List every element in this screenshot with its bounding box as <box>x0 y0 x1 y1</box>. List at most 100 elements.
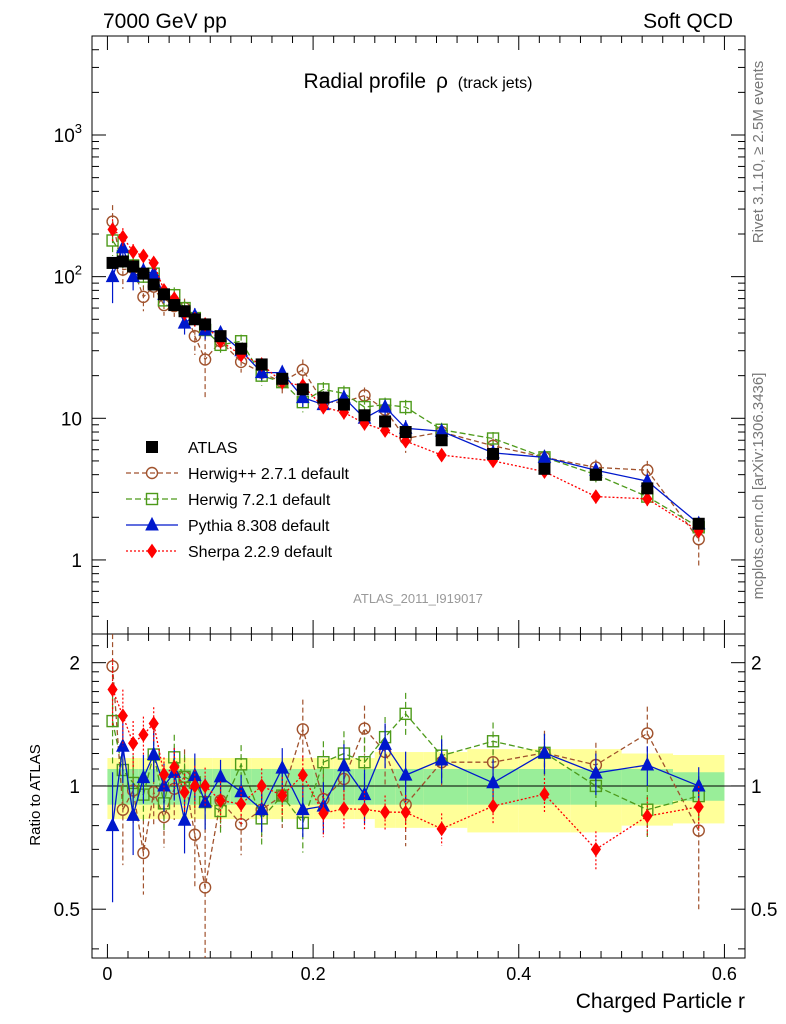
legend-entry: Pythia 8.308 default <box>126 516 330 535</box>
ratio-point <box>107 682 118 697</box>
y-tick-label: 103 <box>54 121 82 147</box>
ratio-point <box>642 808 653 824</box>
data-point <box>296 363 310 376</box>
reference-point <box>379 415 392 428</box>
ratio-point <box>189 778 200 794</box>
header-category-label: Soft QCD <box>643 10 733 33</box>
ratio-point <box>215 793 226 808</box>
reference-point <box>435 434 448 447</box>
reference-point <box>157 288 170 301</box>
ratio-point <box>296 801 310 816</box>
ratio-point <box>256 778 267 794</box>
series-ratio-line <box>111 712 699 825</box>
x-axis-label: Charged Particle r <box>576 990 745 1013</box>
reference-point <box>137 267 150 280</box>
ratio-point <box>148 716 159 731</box>
ratio-point <box>179 784 190 800</box>
ratio-point <box>436 821 447 837</box>
ratio-point <box>236 796 247 812</box>
series-2 <box>105 237 706 903</box>
ratio-point <box>318 805 329 821</box>
series-ratio-line <box>111 666 700 888</box>
ratio-point <box>589 764 603 779</box>
ratio-point <box>126 807 140 821</box>
data-point <box>590 489 601 504</box>
ratio-point <box>399 707 412 721</box>
header-energy-label: 7000 GeV pp <box>103 10 227 33</box>
reference-point <box>399 426 412 439</box>
reference-point <box>106 256 119 269</box>
data-point <box>126 268 140 283</box>
legend-label: Herwig 7.2.1 default <box>188 492 331 509</box>
y-tick-label: 1 <box>71 551 82 572</box>
data-point <box>107 222 118 237</box>
ratio-point <box>146 746 161 761</box>
ratio-point <box>358 722 371 735</box>
data-point <box>105 268 120 283</box>
ratio-point <box>105 817 120 832</box>
mcplots-label: mcplots.cern.ch [arXiv:1306.3436] <box>750 373 767 600</box>
legend-label: Sherpa 2.2.9 default <box>188 544 333 561</box>
x-tick-label: 0.4 <box>506 964 531 984</box>
ratio-point <box>487 798 499 814</box>
ratio-point <box>486 735 500 748</box>
ratio-point <box>641 727 654 740</box>
data-point <box>436 447 447 463</box>
legend-marker <box>146 543 158 559</box>
axes: 0 0.2 0.4 0.6 1 10 102 103 0.5 0.5 1 1 2 2 <box>54 35 777 984</box>
ratio-point <box>640 756 655 771</box>
analysis-id-label: ATLAS_2011_I919017 <box>353 591 483 606</box>
data-point <box>486 432 500 445</box>
ratio-point <box>434 751 449 766</box>
x-tick-label: 0.6 <box>712 964 737 984</box>
legend-entry: Herwig++ 2.7.1 default <box>126 466 350 483</box>
ratio-point <box>539 786 550 802</box>
ratio-band-inner <box>395 768 424 805</box>
ratio-band-inner <box>374 768 396 805</box>
ratio-band-inner <box>423 768 468 805</box>
reference-point <box>641 482 654 495</box>
data-point <box>138 248 149 264</box>
ratio-point <box>277 788 288 803</box>
reference-point <box>168 299 181 312</box>
data-point <box>318 399 329 415</box>
ratio-tick-label-right: 1 <box>751 777 762 798</box>
ratio-frame <box>91 633 746 959</box>
ratio-tick-label-right: 2 <box>751 654 762 675</box>
chart-title-main: Radial profile <box>304 70 427 93</box>
data-point <box>642 491 653 507</box>
ratio-point <box>275 760 290 774</box>
ratio-point <box>692 824 705 837</box>
reference-point <box>188 313 201 326</box>
ratio-point <box>317 755 330 769</box>
chart-title-suffix: (track jets) <box>458 75 533 92</box>
reference-point <box>214 330 227 343</box>
reference-point <box>199 318 212 331</box>
ratio-point <box>297 767 308 783</box>
reference-point <box>255 358 268 371</box>
ratio-axis-label: Ratio to ATLAS <box>27 744 44 845</box>
ratio-tick-label-left: 2 <box>69 654 80 675</box>
ratio-point <box>693 799 704 815</box>
reference-point <box>235 342 248 355</box>
ratio-point <box>138 727 149 743</box>
ratio-point <box>590 841 601 857</box>
ratio-point <box>169 759 180 775</box>
data-point <box>116 239 130 254</box>
ratio-point <box>296 723 310 736</box>
legend-entry: ATLAS <box>146 440 238 457</box>
chart-title: Radial profile ρ (track jets) <box>304 70 533 93</box>
reference-point <box>487 447 500 460</box>
data-point <box>198 353 212 366</box>
data-point <box>378 398 392 413</box>
reference-point <box>317 391 330 404</box>
data-point <box>177 314 192 329</box>
reference-point <box>538 462 551 475</box>
ratio-point <box>338 801 350 817</box>
data-point <box>296 389 310 404</box>
ratio-tick-label-left: 1 <box>69 777 80 798</box>
reference-point <box>127 260 140 273</box>
series-ratio-line <box>111 689 699 851</box>
ratio-point <box>234 758 248 771</box>
